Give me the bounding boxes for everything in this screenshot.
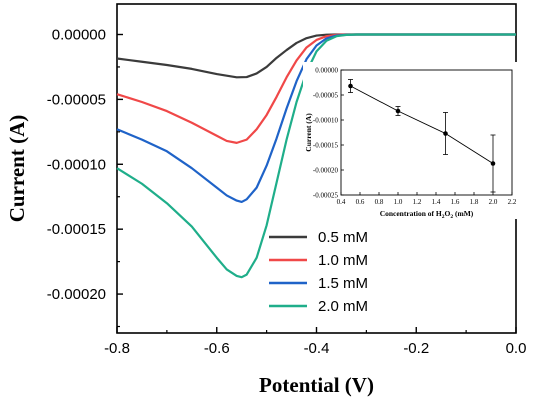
- inset-data-point: [490, 161, 496, 166]
- inset-x-axis-subscript: 2: [442, 214, 445, 220]
- legend: 0.5 mM 1.0 mM 1.5 mM 2.0 mM: [269, 229, 368, 315]
- inset-x-axis-title-part: (mM): [453, 209, 474, 218]
- inset-frame: [340, 69, 513, 196]
- series-line-3: [116, 33, 516, 279]
- x-axis-title: Potential (V): [259, 373, 374, 397]
- y-tick-label: -0.00005: [47, 91, 106, 108]
- inset-data-point: [348, 83, 353, 89]
- inset-x-tick-label: 1.2: [413, 198, 422, 206]
- inset-x-tick-label: 1.6: [451, 198, 460, 206]
- x-tick-label: 0.0: [506, 340, 527, 357]
- inset-y-tick-label: -0.00015: [313, 142, 339, 150]
- main-plot: -0.8 -0.6 -0.4 -0.2 0.0 0.00000 -0.00005 -0.000…: [5, 3, 527, 397]
- inset-x-axis-title-part: O: [445, 209, 451, 218]
- inset-x-tick-label: 2.0: [489, 198, 498, 206]
- inset-y-tick-label: -0.00010: [313, 117, 339, 125]
- legend-label-1: 1.0 mM: [318, 252, 368, 269]
- y-tick-label: 0.00000: [52, 26, 106, 43]
- inset-x-tick-label: 1.0: [394, 198, 403, 206]
- inset-x-tick-label: 0.8: [375, 198, 384, 206]
- inset-x-axis-title: Concentration of H2O2 (mM): [380, 209, 474, 220]
- inset-trend-line: [350, 85, 494, 164]
- legend-label-3: 2.0 mM: [318, 298, 368, 315]
- y-tick-label: -0.00015: [47, 221, 106, 238]
- inset-background: [303, 62, 520, 219]
- legend-label-2: 1.5 mM: [318, 275, 368, 292]
- inset-y-tick-label: -0.00020: [313, 167, 339, 175]
- y-tick-label: -0.00010: [47, 156, 106, 173]
- x-tick-label: -0.2: [403, 340, 429, 357]
- inset-y-tick-label: -0.00005: [313, 92, 339, 100]
- inset-y-tick-label: 0.00000: [315, 67, 338, 75]
- inset-x-tick-label: 0.6: [356, 198, 365, 206]
- inset-y-axis-title: Current (A): [304, 113, 313, 152]
- x-tick-label: -0.6: [204, 340, 230, 357]
- inset-x-axis-subscript: 2: [450, 214, 453, 220]
- legend-label-0: 0.5 mM: [318, 229, 368, 246]
- inset-x-tick-label: 0.4: [337, 198, 346, 206]
- inset-y-tick-label: -0.00025: [313, 192, 339, 200]
- inset-plot: 0.4 0.6 0.8 1.0 1.2 1.4 1.6 1.8 2.0 2.2 0.00000 -0.…: [303, 62, 520, 220]
- x-tick-label: -0.8: [104, 340, 130, 357]
- inset-x-axis-title-part: Concentration of H: [380, 209, 442, 218]
- inset-x-tick-label: 1.8: [470, 198, 479, 206]
- y-axis-title: Current (A): [5, 115, 29, 223]
- y-tick-label: -0.00020: [47, 286, 106, 303]
- inset-data-point: [443, 131, 448, 136]
- x-tick-label: -0.4: [304, 340, 330, 357]
- inset-x-tick-label: 1.4: [432, 198, 441, 206]
- inset-x-tick-label: 2.2: [508, 198, 517, 206]
- inset-data-point: [395, 108, 401, 114]
